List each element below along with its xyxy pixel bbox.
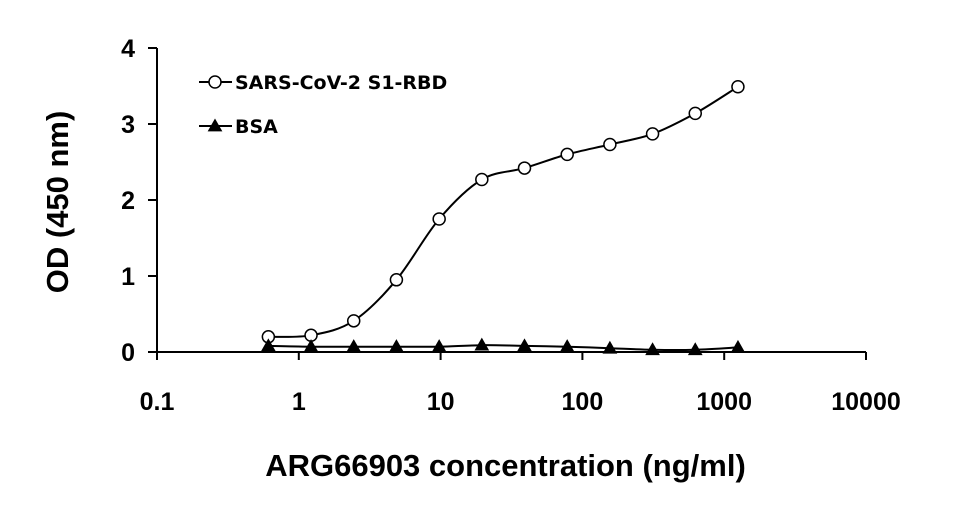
data-point-bsa <box>687 342 703 356</box>
legend-marker <box>207 118 223 132</box>
y-tick-label: 1 <box>121 263 135 291</box>
x-tick-label: 100 <box>562 388 604 416</box>
data-point-sars-cov-2-s1-rbd <box>517 161 532 175</box>
legend-label: BSA <box>235 116 278 138</box>
x-tick-label: 1000 <box>696 388 752 416</box>
legend-item-sars-cov-2-s1-rbd: SARS-CoV-2 S1-RBD <box>199 72 447 94</box>
data-point-sars-cov-2-s1-rbd <box>603 137 617 152</box>
series-line-sars-cov-2-s1-rbd <box>268 85 739 338</box>
axes: 0 1 2 3 4 0.1 1 10 100 1000 10000 <box>121 35 901 416</box>
data-point-bsa <box>260 338 276 352</box>
y-tick-label: 3 <box>121 111 135 139</box>
y-tick-label: 0 <box>121 339 135 367</box>
data-point-bsa <box>730 339 746 353</box>
data-point-bsa <box>559 339 575 353</box>
y-tick-labels: 0 1 2 3 4 <box>121 35 135 367</box>
data-point-sars-cov-2-s1-rbd <box>475 172 489 187</box>
series-bsa <box>260 337 746 356</box>
data-point-bsa <box>517 338 532 352</box>
data-point-sars-cov-2-s1-rbd <box>731 80 745 94</box>
x-tick-label: 0.1 <box>140 388 175 416</box>
data-point-bsa <box>431 339 447 353</box>
x-tick-label: 1 <box>292 388 306 416</box>
legend-label: SARS-CoV-2 S1-RBD <box>235 72 447 94</box>
x-axis-title: ARG66903 concentration (ng/ml) <box>265 448 746 483</box>
data-point-bsa <box>346 339 362 353</box>
data-point-sars-cov-2-s1-rbd <box>389 273 404 287</box>
y-axis-title: OD (450 nm) <box>40 111 75 294</box>
data-point-sars-cov-2-s1-rbd <box>432 212 446 226</box>
data-point-sars-cov-2-s1-rbd <box>346 314 361 328</box>
x-tick-labels: 0.1 1 10 100 1000 10000 <box>140 388 901 416</box>
x-tick-label: 10000 <box>831 388 901 416</box>
x-tick-marks <box>156 352 867 360</box>
y-tick-marks <box>148 47 157 353</box>
legend-marker <box>208 75 222 89</box>
series-sars-cov-2-s1-rbd <box>261 80 745 344</box>
data-point-bsa <box>474 337 490 351</box>
y-tick-label: 2 <box>121 187 135 215</box>
data-point-sars-cov-2-s1-rbd <box>560 147 574 162</box>
data-point-bsa <box>389 339 404 353</box>
data-point-sars-cov-2-s1-rbd <box>645 127 660 141</box>
data-point-bsa <box>303 339 319 353</box>
series-line-bsa <box>268 344 738 351</box>
series-layer <box>260 80 746 356</box>
data-point-bsa <box>602 340 618 354</box>
legend-item-bsa: BSA <box>199 116 278 138</box>
y-tick-label: 4 <box>121 35 135 63</box>
data-point-sars-cov-2-s1-rbd <box>688 106 703 121</box>
x-tick-label: 10 <box>427 388 455 416</box>
data-point-bsa <box>645 342 660 356</box>
legend: SARS-CoV-2 S1-RBD BSA <box>199 72 447 138</box>
